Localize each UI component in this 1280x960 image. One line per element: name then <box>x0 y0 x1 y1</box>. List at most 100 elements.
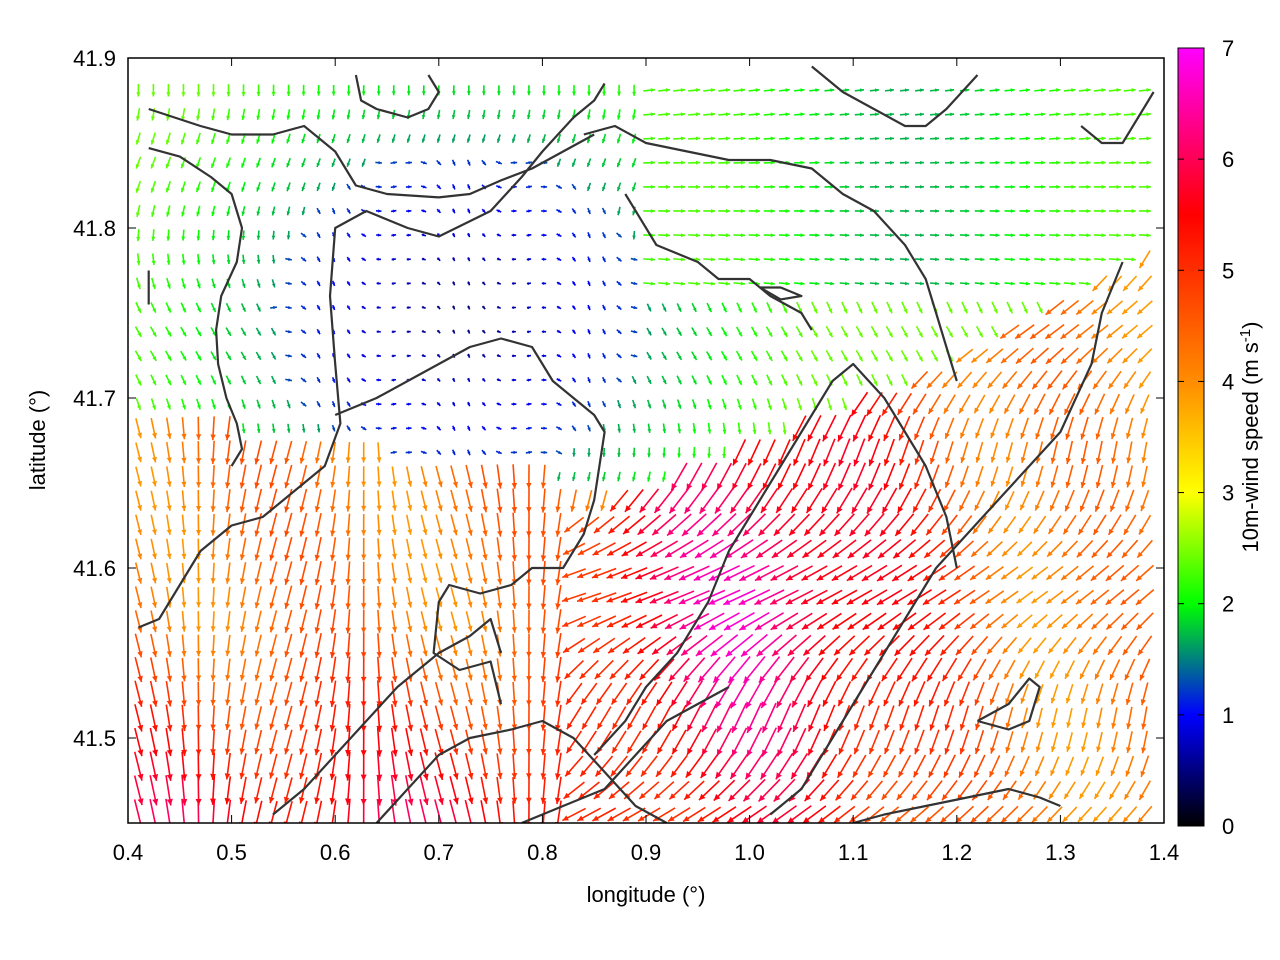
wind-vector <box>632 471 636 482</box>
wind-vector <box>165 417 172 439</box>
wind-vector <box>166 514 172 535</box>
wind-vector <box>241 254 246 264</box>
wind-vector <box>602 471 606 482</box>
wind-vector <box>511 729 518 755</box>
wind-vector <box>300 329 307 335</box>
wind-vector <box>794 281 805 286</box>
wind-vector <box>135 490 143 511</box>
wind-vector <box>1126 706 1133 730</box>
wind-vector <box>195 681 202 706</box>
wind-vector <box>752 422 757 435</box>
wind-vector <box>765 326 773 338</box>
wind-vector <box>256 254 261 264</box>
wind-vector <box>635 540 663 558</box>
wind-vector <box>361 466 367 487</box>
wind-vector <box>910 370 929 390</box>
wind-vector <box>450 562 458 584</box>
wind-vector <box>883 438 895 467</box>
wind-vector <box>869 705 880 731</box>
wind-vector <box>871 374 878 386</box>
wind-vector <box>938 565 961 582</box>
wind-vector <box>974 490 986 511</box>
wind-vector <box>632 423 637 433</box>
wind-vector <box>420 563 428 584</box>
y-axis-title: latitude (°) <box>25 390 50 491</box>
wind-vector <box>1137 805 1153 823</box>
wind-vector <box>760 487 779 514</box>
wind-vector <box>1092 636 1108 655</box>
wind-vector <box>974 729 985 755</box>
wind-vector <box>239 682 247 706</box>
wind-vector <box>181 798 186 823</box>
wind-vector <box>331 280 336 287</box>
wind-vector <box>390 450 397 455</box>
wind-vector <box>526 536 532 562</box>
wind-vector <box>1093 257 1106 262</box>
wind-vector <box>850 391 869 417</box>
wind-vector <box>959 257 970 262</box>
wind-vector <box>165 634 172 657</box>
wind-vector <box>405 466 413 487</box>
wind-vector <box>526 464 532 489</box>
wind-vector <box>840 374 848 386</box>
wind-vector <box>254 561 262 585</box>
wind-vector <box>915 350 924 362</box>
wind-vector <box>766 398 772 410</box>
wind-vector <box>804 657 824 682</box>
wind-vector <box>707 446 712 458</box>
wind-vector <box>881 392 898 416</box>
wind-vector <box>622 637 646 655</box>
wind-vector <box>745 487 764 514</box>
wind-vector <box>361 377 367 383</box>
wind-vector <box>360 727 367 757</box>
wind-vector <box>595 682 613 705</box>
wind-vector <box>1107 370 1122 390</box>
wind-vector <box>691 399 697 410</box>
wind-vector <box>621 614 647 629</box>
wind-vector <box>561 615 587 628</box>
wind-vector <box>1110 417 1119 440</box>
wind-vector <box>663 565 695 581</box>
wind-vector <box>1078 781 1091 800</box>
wind-vector <box>1064 660 1076 680</box>
wind-vector <box>1034 257 1046 262</box>
wind-vector <box>1000 590 1019 604</box>
wind-vector <box>360 680 367 708</box>
wind-vector <box>912 754 927 778</box>
wind-vector <box>840 350 849 362</box>
wind-vector <box>853 438 866 467</box>
wind-vector <box>345 704 351 732</box>
wind-vector <box>835 657 854 682</box>
wind-vector <box>765 350 773 362</box>
wind-vector <box>391 466 397 487</box>
wind-vector <box>616 329 622 335</box>
wind-vector <box>390 798 396 823</box>
wind-vector <box>226 254 231 265</box>
wind-vector <box>688 281 701 286</box>
wind-vector <box>701 462 718 491</box>
wind-vector <box>329 656 337 683</box>
wind-vector <box>1122 806 1138 823</box>
wind-vector <box>241 399 246 409</box>
wind-vector <box>823 704 836 732</box>
wind-vector <box>496 705 503 730</box>
wind-vector <box>664 539 694 559</box>
wind-vector <box>465 658 473 681</box>
wind-vector <box>449 729 459 755</box>
wind-vector <box>960 465 969 488</box>
wind-vector <box>331 400 336 408</box>
wind-vector <box>450 587 458 608</box>
wind-vector <box>225 327 232 337</box>
wind-vector <box>1020 417 1029 439</box>
wind-vector <box>210 489 216 512</box>
wind-vector <box>576 615 602 628</box>
wind-vector <box>1004 755 1016 777</box>
wind-vector <box>181 229 186 241</box>
wind-vector <box>1138 780 1151 801</box>
wind-vector <box>792 463 807 490</box>
wind-vector <box>270 327 277 336</box>
wind-vector <box>563 516 585 533</box>
wind-vector <box>390 751 398 782</box>
wind-vector <box>330 537 337 561</box>
wind-vector <box>345 680 351 708</box>
